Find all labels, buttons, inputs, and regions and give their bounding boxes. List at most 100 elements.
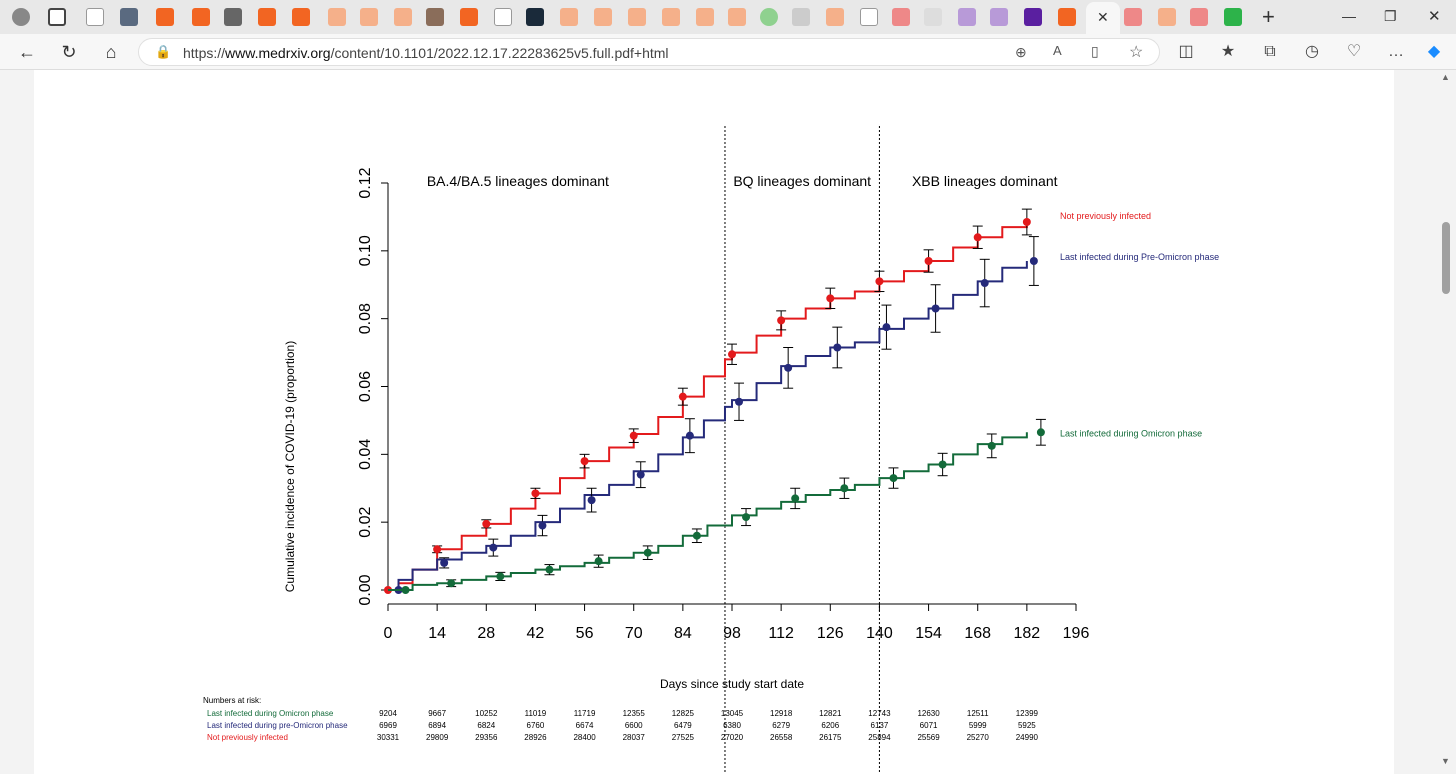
risk-value: 25569 <box>917 733 940 742</box>
risk-row-label: Last infected during pre-Omicron phase <box>207 721 348 730</box>
immersive-reader-icon[interactable]: ▯ <box>1091 43 1099 59</box>
scroll-up-icon[interactable]: ▲ <box>1441 72 1450 82</box>
minimize-icon[interactable]: — <box>1342 8 1356 24</box>
tab-icon[interactable] <box>728 8 746 26</box>
favorites-icon[interactable]: ★ <box>1220 43 1236 60</box>
url-field[interactable]: 🔒 https://www.medrxiv.org/content/10.110… <box>138 38 1160 66</box>
risk-value: 6206 <box>821 721 839 730</box>
history-icon[interactable]: ◷ <box>1305 43 1319 60</box>
y-axis-label: Cumulative incidence of COVID-19 (propor… <box>283 341 297 592</box>
tab-icon[interactable] <box>86 8 104 26</box>
x-tick-label: 42 <box>527 625 545 642</box>
scroll-down-icon[interactable]: ▼ <box>1441 756 1450 766</box>
tab-icon[interactable] <box>560 8 578 26</box>
risk-value: 6279 <box>772 721 790 730</box>
data-point <box>692 531 701 540</box>
x-axis-label: Days since study start date <box>660 677 804 691</box>
tab-icon[interactable] <box>224 8 242 26</box>
tab-icon[interactable] <box>1024 8 1042 26</box>
tab-icon[interactable] <box>958 8 976 26</box>
tab-icon[interactable] <box>258 8 276 26</box>
y-tick-label: 0.04 <box>357 439 374 470</box>
tab-icon[interactable] <box>1058 8 1076 26</box>
url-host: www.medrxiv.org <box>225 45 331 61</box>
collections-icon[interactable]: ⧉ <box>1264 43 1276 60</box>
tab-icon[interactable] <box>990 8 1008 26</box>
restore-icon[interactable]: ❐ <box>1384 8 1397 24</box>
window-close-icon[interactable]: ✕ <box>1428 8 1441 25</box>
tab-icon[interactable] <box>192 8 210 26</box>
tab-icon[interactable] <box>826 8 844 26</box>
series-line <box>388 432 1028 591</box>
copilot-icon[interactable]: ◆ <box>1427 43 1441 60</box>
tab-icon[interactable] <box>426 8 444 26</box>
tab-icon[interactable] <box>1224 8 1242 26</box>
data-point <box>433 545 442 554</box>
data-point <box>489 543 498 552</box>
risk-value: 26175 <box>819 733 842 742</box>
back-icon[interactable]: ← <box>18 42 36 62</box>
browser-essentials-icon[interactable]: ♡ <box>1346 43 1362 60</box>
risk-value: 6380 <box>723 721 741 730</box>
tab-icon[interactable] <box>594 8 612 26</box>
tab-icon[interactable] <box>860 8 878 26</box>
close-icon[interactable]: ✕ <box>1097 9 1109 25</box>
tab-icon[interactable] <box>494 8 512 26</box>
refresh-icon[interactable]: ↻ <box>61 42 77 62</box>
tab-actions-icon[interactable] <box>48 8 66 26</box>
tab-icon[interactable] <box>394 8 412 26</box>
scrollbar[interactable]: ▲ ▼ <box>1438 70 1456 774</box>
tab-icon[interactable] <box>526 8 544 26</box>
x-tick-label: 56 <box>576 625 594 642</box>
data-point <box>938 460 947 469</box>
tab-icon[interactable] <box>662 8 680 26</box>
data-point <box>545 565 554 574</box>
risk-value: 12511 <box>967 709 989 718</box>
profile-icon[interactable] <box>12 8 30 26</box>
risk-value: 26558 <box>770 733 793 742</box>
x-tick-label: 14 <box>428 625 446 642</box>
series-line <box>388 261 1028 591</box>
tab-icon[interactable] <box>628 8 646 26</box>
data-point <box>587 496 596 505</box>
risk-row-label: Not previously infected <box>207 733 288 742</box>
lock-icon: 🔒 <box>155 44 172 59</box>
x-tick-label: 140 <box>866 625 893 642</box>
tab-icon[interactable] <box>292 8 310 26</box>
data-point <box>924 257 933 266</box>
read-aloud-icon[interactable]: A <box>1053 43 1062 58</box>
tab-icon[interactable] <box>1190 8 1208 26</box>
risk-value: 28037 <box>623 733 646 742</box>
risk-value: 12821 <box>819 709 842 718</box>
risk-value: 6137 <box>871 721 889 730</box>
tab-icon[interactable] <box>696 8 714 26</box>
active-tab[interactable]: ✕ <box>1086 2 1120 34</box>
tab-icon[interactable] <box>120 8 138 26</box>
tab-icon[interactable] <box>156 8 174 26</box>
new-tab-icon[interactable]: + <box>1262 4 1275 29</box>
scroll-thumb[interactable] <box>1442 222 1450 294</box>
favorite-star-icon[interactable]: ☆ <box>1129 44 1144 61</box>
risk-value: 5999 <box>969 721 987 730</box>
risk-value: 12743 <box>868 709 891 718</box>
url-text: https://www.medrxiv.org/content/10.1101/… <box>183 45 669 61</box>
zoom-icon[interactable]: ⊕ <box>1015 44 1027 60</box>
tab-icon[interactable] <box>924 8 942 26</box>
x-tick-label: 168 <box>964 625 991 642</box>
tab-icon[interactable] <box>460 8 478 26</box>
tab-icon[interactable] <box>792 8 810 26</box>
split-screen-icon[interactable]: ◫ <box>1178 43 1194 60</box>
tab-icon[interactable] <box>360 8 378 26</box>
tab-icon[interactable] <box>1158 8 1176 26</box>
tab-icon[interactable] <box>892 8 910 26</box>
tab-icon[interactable] <box>760 8 778 26</box>
risk-value: 10252 <box>475 709 498 718</box>
tab-icon[interactable] <box>328 8 346 26</box>
data-point <box>440 558 449 567</box>
tab-icon[interactable] <box>1124 8 1142 26</box>
risk-value: 11019 <box>525 709 547 718</box>
series-legend-label: Not previously infected <box>1060 211 1151 221</box>
more-options-icon[interactable]: … <box>1388 43 1404 60</box>
home-icon[interactable]: ⌂ <box>105 42 117 62</box>
series-legend-label: Last infected during Omicron phase <box>1060 428 1202 438</box>
